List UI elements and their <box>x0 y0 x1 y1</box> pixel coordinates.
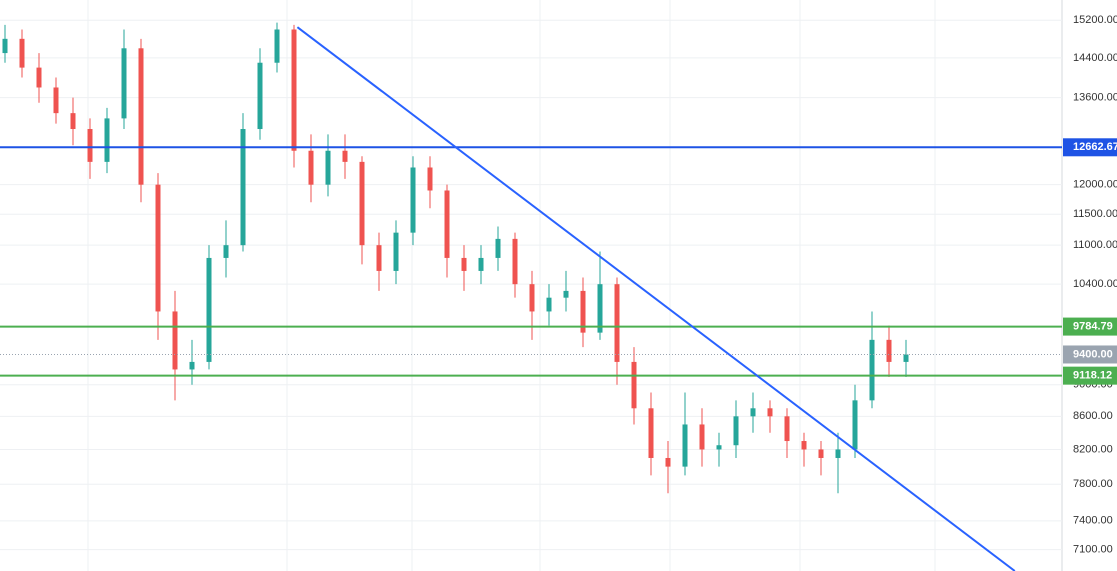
y-tick-label: 13600.00 <box>1073 92 1117 104</box>
candle-body <box>750 408 756 417</box>
candle-body <box>665 457 671 467</box>
candle-body <box>121 48 127 119</box>
candle-body <box>410 167 416 233</box>
y-tick-label: 7100.00 <box>1073 544 1113 556</box>
y-tick-label: 8200.00 <box>1073 443 1113 455</box>
candle-body <box>342 150 348 162</box>
candle-body <box>631 361 637 409</box>
y-tick-label: 8600.00 <box>1073 410 1113 422</box>
level-label-box <box>1063 345 1117 364</box>
candle-body <box>495 238 501 258</box>
candle-body <box>512 238 518 285</box>
candle-body <box>648 408 654 458</box>
candle-body <box>87 129 93 162</box>
candle-body <box>546 297 552 312</box>
candle-body <box>189 361 195 370</box>
candle-body <box>53 87 59 114</box>
candle-body <box>716 445 722 450</box>
candle-body <box>886 339 892 362</box>
candle-body <box>393 232 399 271</box>
candle-body <box>597 284 603 333</box>
candle-body <box>818 449 824 458</box>
candle-body <box>682 424 688 467</box>
y-tick-label: 10400.00 <box>1073 278 1117 290</box>
candle-body <box>2 38 8 54</box>
candle-body <box>325 150 331 185</box>
candle-body <box>903 354 909 362</box>
candle-body <box>444 190 450 258</box>
candle-body <box>461 257 467 271</box>
level-label-box <box>1063 138 1117 157</box>
candle-body <box>733 416 739 446</box>
candle-body <box>835 449 841 458</box>
candle-body <box>172 311 178 370</box>
y-tick-label: 11500.00 <box>1073 208 1117 220</box>
vertical-grid <box>87 0 936 571</box>
candle-body <box>206 257 212 362</box>
y-tick-label: 14400.00 <box>1073 52 1117 64</box>
level-label: 9400.00 <box>1073 348 1113 360</box>
candle-body <box>138 48 144 185</box>
candle-body <box>801 441 807 450</box>
candle-body <box>104 118 110 162</box>
level-label: 9784.79 <box>1073 320 1113 332</box>
candle-body <box>223 245 229 258</box>
candle-body <box>529 284 535 312</box>
candle-body <box>291 29 297 151</box>
candle-body <box>36 67 42 88</box>
candle-body <box>308 150 314 185</box>
candle-body <box>257 62 263 130</box>
candle-body <box>699 424 705 450</box>
candle-body <box>580 290 586 333</box>
level-label: 9118.12 <box>1073 370 1112 382</box>
y-tick-label: 15200.00 <box>1073 14 1117 26</box>
candle-body <box>478 257 484 271</box>
candle-body <box>427 167 433 191</box>
candle-body <box>614 284 620 362</box>
candle-body <box>376 245 382 271</box>
level-label-box <box>1063 366 1117 385</box>
candle-body <box>767 408 773 417</box>
candle-body <box>19 38 25 68</box>
y-tick-label: 12000.00 <box>1073 179 1117 191</box>
candle-body <box>155 184 161 312</box>
candle-body <box>869 339 875 401</box>
candle-body <box>359 161 365 246</box>
trend-line <box>296 26 1016 571</box>
y-tick-label: 7800.00 <box>1073 478 1113 490</box>
y-tick-label: 7400.00 <box>1073 515 1113 527</box>
candle-body <box>784 416 790 442</box>
y-tick-label: 11000.00 <box>1073 239 1117 251</box>
level-label: 12662.67 <box>1073 141 1117 153</box>
candle-body <box>563 290 569 298</box>
candle-body <box>240 129 246 246</box>
candle-body <box>70 113 76 130</box>
level-label-box <box>1063 317 1117 336</box>
candle-body <box>852 400 858 450</box>
candle-body <box>274 29 280 63</box>
